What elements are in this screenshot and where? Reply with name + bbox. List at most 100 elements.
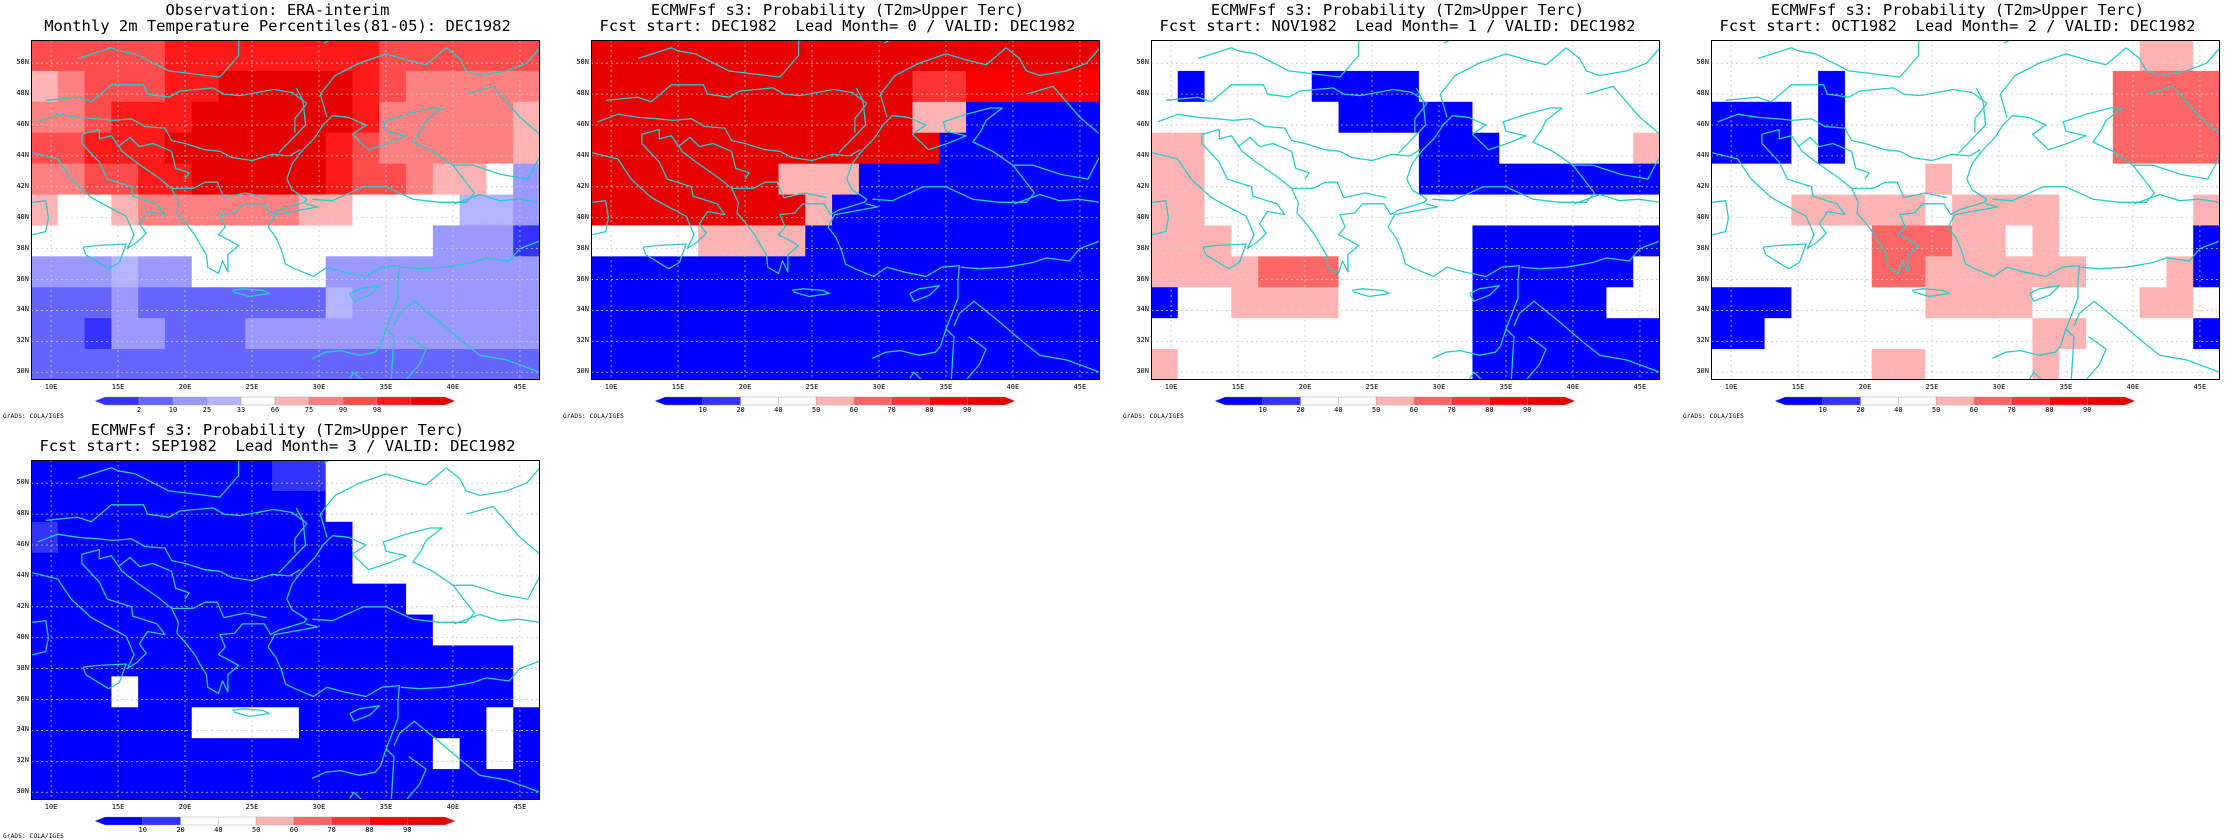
grid-cell: [513, 738, 540, 770]
grid-cell: [432, 769, 461, 800]
colorbar-label: 50: [811, 406, 821, 414]
grid-cell: [1925, 163, 1953, 196]
grid-cell: [1472, 287, 1500, 319]
coastline: [953, 300, 1100, 373]
grid-cell: [1526, 194, 1554, 227]
grid-cell: [84, 490, 112, 523]
grid-cell: [2166, 349, 2194, 380]
grid-cell: [1284, 225, 1313, 257]
grid-cell: [1151, 132, 1179, 165]
grid-cell: [2086, 194, 2114, 227]
colorbar: [1775, 396, 2135, 406]
grid-cell: [1791, 318, 1819, 350]
colorbar-label: 50: [1371, 406, 1381, 414]
grid-cell: [459, 287, 488, 319]
grid-cell: [513, 490, 540, 523]
grid-cell: [245, 101, 273, 134]
grid-cell: [1046, 318, 1074, 350]
grid-cell: [644, 287, 672, 319]
grid-cell: [298, 70, 327, 103]
grid-cell: [325, 645, 354, 677]
grid-cell: [1737, 40, 1766, 72]
grid-cell: [2193, 287, 2220, 319]
grid-cell: [2166, 163, 2194, 196]
coastline: [77, 460, 240, 498]
grid-cell: [2032, 194, 2060, 227]
grid-cell: [724, 256, 753, 288]
grid-cell: [1472, 318, 1500, 350]
grid-cell: [992, 287, 1021, 319]
colorbar-wrap: [655, 396, 1015, 406]
lat-tick-label: 30N: [576, 367, 589, 376]
grid-cell: [1284, 163, 1313, 196]
coastline: [909, 371, 923, 380]
grid-cell: [191, 676, 220, 708]
grid-cell: [1258, 225, 1286, 257]
grid-cell: [352, 194, 380, 227]
grid-cell: [1526, 70, 1554, 103]
grid-cell: [191, 287, 220, 319]
grid-cell: [138, 349, 166, 380]
grid-cell: [272, 614, 300, 647]
grid-cell: [111, 318, 139, 350]
grid-cell: [1445, 194, 1474, 227]
grid-cell: [1258, 349, 1286, 380]
colorbar-label: 98: [372, 406, 382, 414]
grid-cell: [138, 101, 166, 134]
grid-cell: [858, 287, 887, 319]
grid-cell: [57, 256, 86, 288]
lon-tick-label: 20E: [178, 803, 192, 811]
grid-cell: [459, 256, 488, 288]
grid-cell: [1579, 132, 1608, 165]
lon-tick-label: 10E: [44, 803, 58, 811]
grid-cell: [1818, 101, 1846, 134]
grid-cell: [1606, 163, 1634, 196]
coastline: [278, 507, 307, 574]
grid-cell: [486, 40, 514, 72]
lat-tick-label: 46N: [16, 120, 29, 128]
grid-cell: [218, 521, 246, 554]
grid-cell: [1177, 194, 1206, 227]
grid-cell: [84, 552, 112, 585]
lat-tick-label: 50N: [16, 478, 29, 487]
map-canvas: [31, 40, 540, 380]
grid-cell: [858, 70, 887, 103]
grid-cell: [1151, 101, 1179, 134]
lat-tick-label: 40N: [16, 212, 29, 221]
grid-cell: [138, 256, 166, 288]
grid-cell: [486, 707, 514, 739]
grid-cell: [1499, 194, 1527, 227]
grid-cell: [298, 583, 327, 616]
map-panel-lead3: ECMWFsf s3: Probability (T2m>Upper Terc)…: [0, 420, 555, 840]
grid-cell: [591, 163, 619, 196]
grid-cell: [218, 707, 246, 739]
grid-cell: [832, 194, 860, 227]
grid-cell: [805, 318, 833, 350]
grid-cell: [459, 349, 488, 380]
grid-cell: [513, 256, 540, 288]
grid-cell: [2005, 287, 2034, 319]
colorbar-label: 60: [849, 406, 859, 414]
grid-cell: [2032, 318, 2060, 350]
lat-tick-label: 34N: [16, 305, 29, 314]
lon-tick-label: 15E: [1791, 383, 1805, 391]
grid-cell: [379, 70, 407, 103]
grid-cell: [513, 552, 540, 585]
grid-cell: [724, 163, 753, 196]
grid-cell: [2059, 256, 2087, 288]
grid-cell: [191, 101, 220, 134]
colorbar-segment: [1215, 396, 1263, 406]
grid-cell: [352, 738, 380, 770]
grid-cell: [1204, 194, 1232, 227]
grid-cell: [379, 707, 407, 739]
lat-tick-label: 48N: [16, 89, 29, 98]
coastline: [1717, 113, 1981, 162]
grid-cell: [1418, 225, 1447, 257]
coastline: [2085, 336, 2107, 380]
coastline: [267, 203, 401, 359]
coastline: [597, 113, 861, 162]
map-panel-lead1: ECMWFsf s3: Probability (T2m>Upper Terc)…: [1120, 0, 1675, 420]
grid-cell: [191, 738, 220, 770]
grid-cell: [2139, 287, 2168, 319]
grid-cell: [1606, 101, 1634, 134]
